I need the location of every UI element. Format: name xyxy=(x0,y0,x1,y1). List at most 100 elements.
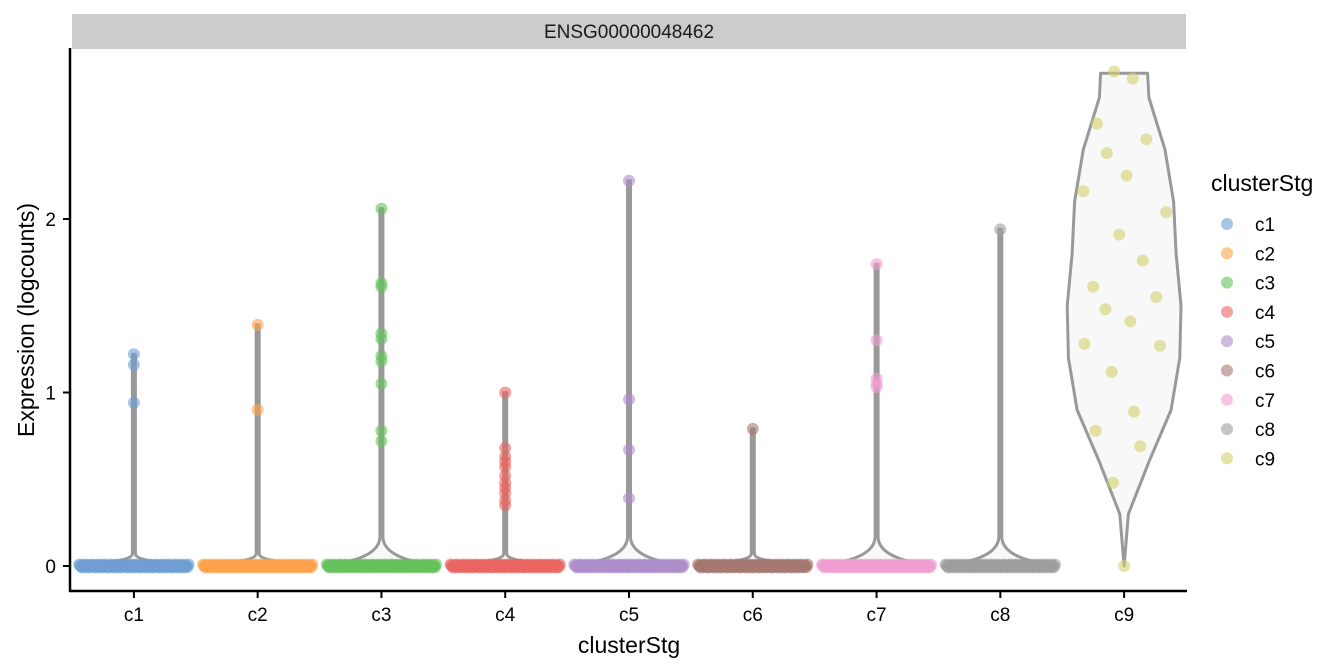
violin-group-c5 xyxy=(568,174,690,574)
data-point-c5-zero xyxy=(677,558,690,571)
data-point-c5 xyxy=(623,492,635,505)
y-axis-title: Expression (logcounts) xyxy=(13,203,39,437)
x-tick-label-c9: c9 xyxy=(1114,605,1134,626)
x-tick-label-c4: c4 xyxy=(495,605,516,626)
data-point-c9 xyxy=(1124,315,1137,328)
violin-c9 xyxy=(1065,71,1183,568)
data-point-c1 xyxy=(127,396,140,409)
violin-c2 xyxy=(200,323,315,568)
legend-label-c9: c9 xyxy=(1255,449,1275,470)
data-point-c5 xyxy=(623,393,635,406)
data-point-c9 xyxy=(1140,133,1153,146)
data-point-c3 xyxy=(375,332,388,345)
data-point-c3 xyxy=(375,280,388,293)
violin-group-c6 xyxy=(692,422,814,574)
y-tick-label-1: 1 xyxy=(45,384,56,405)
data-point-c4-zero xyxy=(553,558,566,571)
data-point-c8 xyxy=(994,223,1007,236)
legend-key-c8 xyxy=(1221,423,1233,436)
data-point-c1 xyxy=(127,348,140,361)
violin-group-c7 xyxy=(816,258,938,574)
x-tick-label-c6: c6 xyxy=(743,605,763,626)
data-point-c9 xyxy=(1160,206,1173,219)
data-point-c5 xyxy=(623,174,635,187)
violin-c8 xyxy=(943,227,1058,568)
legend-label-c2: c2 xyxy=(1255,244,1275,265)
violin-group-c8 xyxy=(939,223,1061,574)
data-point-c3 xyxy=(375,202,388,215)
data-point-c4 xyxy=(499,386,512,399)
legend-label-c8: c8 xyxy=(1255,420,1275,441)
data-point-c9 xyxy=(1120,169,1133,182)
data-point-c7-zero xyxy=(925,558,938,571)
violin-group-c3 xyxy=(320,202,442,574)
data-point-c9 xyxy=(1089,424,1102,437)
y-tick-label-0: 0 xyxy=(45,557,56,578)
plot-panel xyxy=(73,65,1183,574)
data-point-c9 xyxy=(1126,72,1139,85)
x-axis-title: clusterStg xyxy=(578,632,680,658)
data-point-c9 xyxy=(1105,365,1118,378)
data-point-c3 xyxy=(375,355,388,368)
data-point-c3 xyxy=(375,435,388,448)
legend-label-c7: c7 xyxy=(1255,391,1275,412)
legend: clusterStg c1 c2 c3 c4 c5 c6 c7 c8 c9 xyxy=(1211,170,1313,470)
violin-c6 xyxy=(695,427,810,568)
data-point-c4 xyxy=(499,442,512,454)
legend-label-c5: c5 xyxy=(1255,332,1275,353)
x-tick-label-c1: c1 xyxy=(124,605,144,626)
data-point-c2 xyxy=(251,318,264,331)
data-point-c9 xyxy=(1099,303,1112,316)
data-point-c3-zero xyxy=(430,558,442,571)
violin-group-c1 xyxy=(73,348,195,574)
data-point-c7 xyxy=(870,258,883,271)
data-point-c3 xyxy=(375,424,388,437)
x-tick-label-c7: c7 xyxy=(867,605,887,626)
violin-c5 xyxy=(571,179,687,568)
data-point-c3 xyxy=(375,377,388,390)
violin-group-c2 xyxy=(197,318,319,574)
data-point-c9 xyxy=(1136,254,1149,267)
legend-label-c6: c6 xyxy=(1255,362,1275,383)
violin-group-c4 xyxy=(444,386,566,574)
data-point-c7 xyxy=(870,381,883,394)
facet-strip: ENSG00000048462 xyxy=(72,14,1186,49)
legend-label-c4: c4 xyxy=(1255,303,1276,324)
facet-strip-background xyxy=(72,14,1186,49)
data-point-c9 xyxy=(1090,117,1103,130)
data-point-c9 xyxy=(1100,147,1113,160)
data-point-c1-zero xyxy=(182,558,195,571)
data-point-c9 xyxy=(1087,280,1100,293)
data-point-c9 xyxy=(1107,476,1119,489)
legend-key-c7 xyxy=(1221,393,1233,406)
legend-title: clusterStg xyxy=(1211,170,1313,196)
data-point-c1 xyxy=(127,358,140,371)
violin-c7 xyxy=(819,262,934,568)
legend-key-c5 xyxy=(1221,335,1233,348)
data-point-c6 xyxy=(746,422,759,435)
data-point-c9 xyxy=(1113,228,1126,241)
legend-key-c3 xyxy=(1221,276,1233,289)
axes: c1 c2 c3 c4 c5 c6 c7 c8 c9 0 1 2 xyxy=(45,48,1187,626)
data-point-c9 xyxy=(1150,291,1163,304)
legend-key-c1 xyxy=(1221,218,1233,230)
legend-label-c3: c3 xyxy=(1255,274,1275,295)
data-point-c4 xyxy=(499,499,512,512)
data-point-c5 xyxy=(623,443,635,456)
data-point-c9 xyxy=(1078,337,1091,350)
x-tick-label-c5: c5 xyxy=(619,605,639,626)
data-point-c7 xyxy=(870,334,883,347)
x-tick-label-c8: c8 xyxy=(990,605,1010,626)
legend-key-c9 xyxy=(1221,452,1233,465)
data-point-c9 xyxy=(1108,65,1121,78)
data-point-c2-zero xyxy=(306,558,319,571)
violin-group-c9 xyxy=(1065,65,1183,572)
data-point-c9 xyxy=(1077,185,1090,198)
legend-key-c2 xyxy=(1221,247,1233,260)
data-point-c9 xyxy=(1128,405,1140,418)
x-tick-label-c2: c2 xyxy=(248,605,268,626)
data-point-c9 xyxy=(1118,560,1131,572)
violin-c1 xyxy=(76,352,192,568)
data-point-c2 xyxy=(251,403,264,416)
